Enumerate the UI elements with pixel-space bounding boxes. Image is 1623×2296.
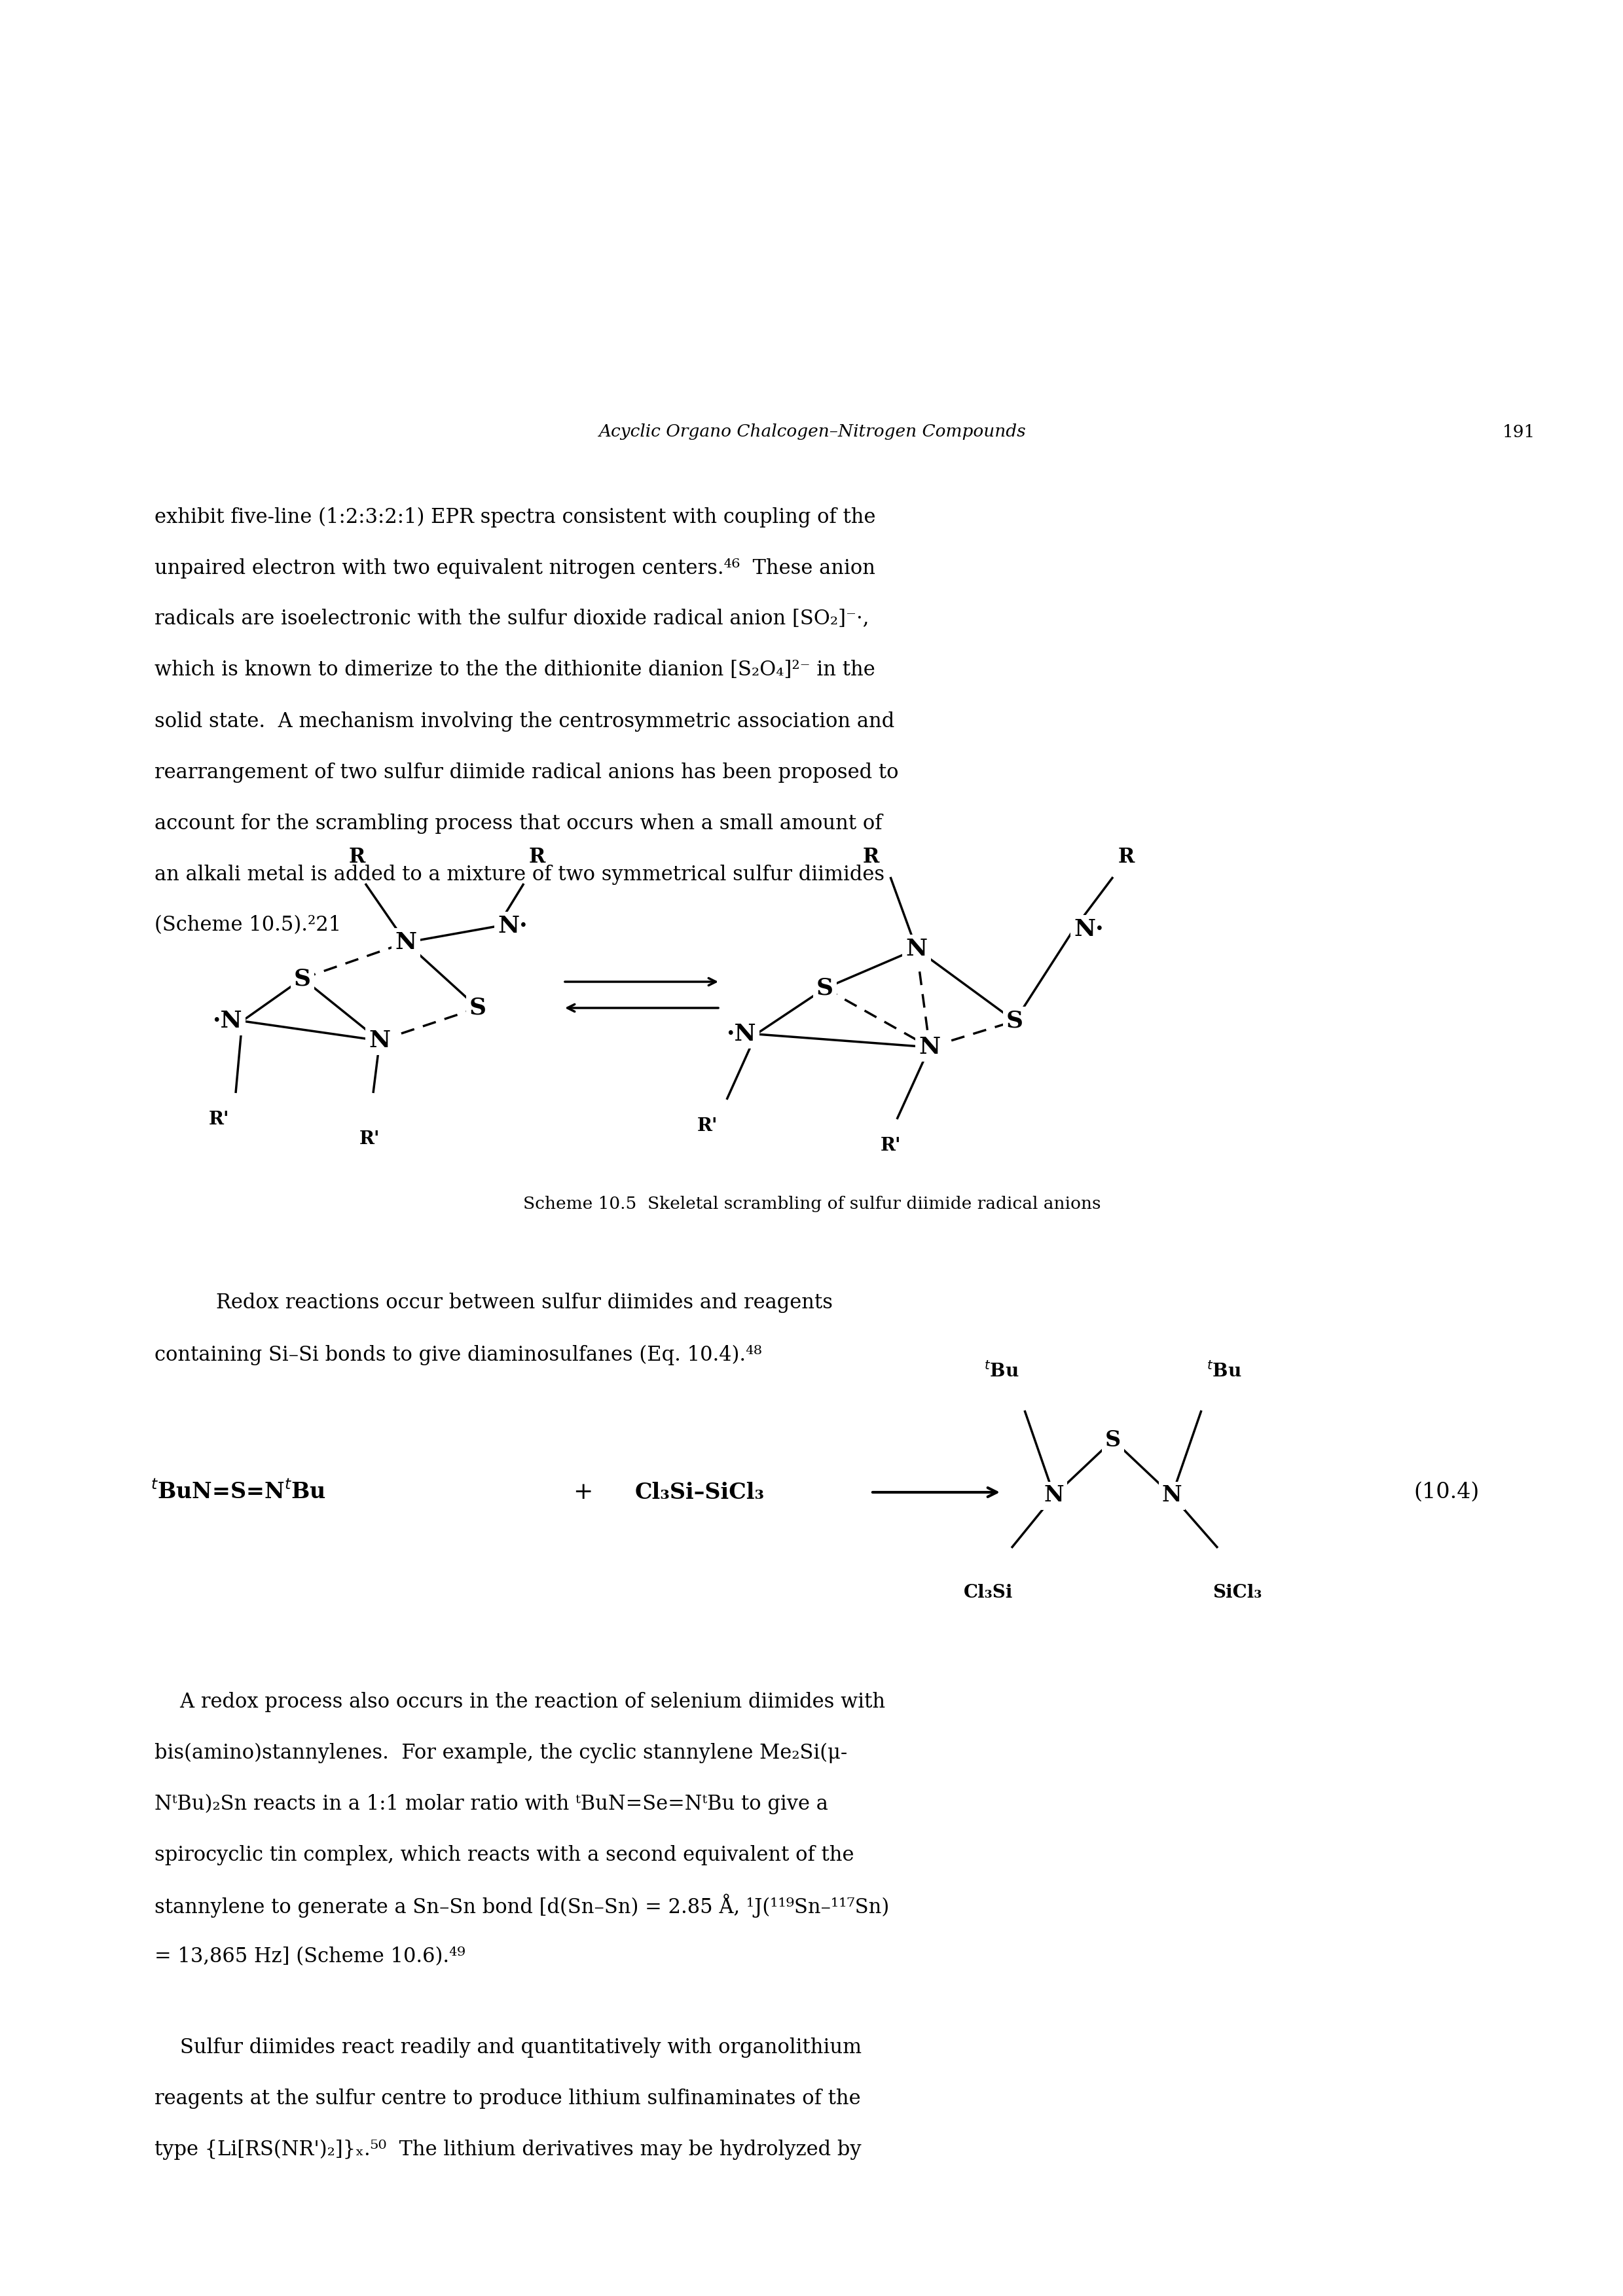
- Text: (Scheme 10.5).²21: (Scheme 10.5).²21: [154, 916, 341, 934]
- Text: R': R': [880, 1137, 901, 1155]
- Text: $^t$BuN=S=N$^t$Bu: $^t$BuN=S=N$^t$Bu: [151, 1481, 326, 1504]
- Text: bis(amino)stannylenes.  For example, the cyclic stannylene Me₂Si(μ-: bis(amino)stannylenes. For example, the …: [154, 1743, 847, 1763]
- Text: N: N: [368, 1029, 391, 1052]
- Text: account for the scrambling process that occurs when a small amount of: account for the scrambling process that …: [154, 813, 883, 833]
- Text: S: S: [1105, 1428, 1121, 1451]
- Text: A redox process also occurs in the reaction of selenium diimides with: A redox process also occurs in the react…: [154, 1692, 885, 1713]
- Text: Cl₃Si–SiCl₃: Cl₃Si–SiCl₃: [635, 1481, 764, 1504]
- Text: N: N: [906, 937, 927, 960]
- Text: Scheme 10.5  Skeletal scrambling of sulfur diimide radical anions: Scheme 10.5 Skeletal scrambling of sulfu…: [523, 1196, 1100, 1212]
- Text: N: N: [1162, 1486, 1182, 1506]
- Text: R': R': [209, 1111, 229, 1127]
- Text: radicals are isoelectronic with the sulfur dioxide radical anion [SO₂]⁻·,: radicals are isoelectronic with the sulf…: [154, 608, 868, 629]
- Text: Sulfur diimides react readily and quantitatively with organolithium: Sulfur diimides react readily and quanti…: [154, 2037, 862, 2057]
- Text: N·: N·: [498, 916, 527, 937]
- Text: ·N: ·N: [213, 1010, 242, 1033]
- Text: reagents at the sulfur centre to produce lithium sulfinaminates of the: reagents at the sulfur centre to produce…: [154, 2087, 860, 2108]
- Text: ·N: ·N: [727, 1024, 756, 1045]
- Text: (10.4): (10.4): [1414, 1481, 1480, 1504]
- Text: rearrangement of two sulfur diimide radical anions has been proposed to: rearrangement of two sulfur diimide radi…: [154, 762, 899, 783]
- Text: exhibit five-line (1:2:3:2:1) EPR spectra consistent with coupling of the: exhibit five-line (1:2:3:2:1) EPR spectr…: [154, 507, 876, 528]
- Text: R': R': [360, 1130, 380, 1148]
- Text: $^t$Bu: $^t$Bu: [984, 1362, 1019, 1380]
- Text: spirocyclic tin complex, which reacts with a second equivalent of the: spirocyclic tin complex, which reacts wi…: [154, 1844, 854, 1864]
- Text: Redox reactions occur between sulfur diimides and reagents: Redox reactions occur between sulfur dii…: [190, 1293, 833, 1313]
- Text: S: S: [816, 978, 834, 999]
- Text: containing Si–Si bonds to give diaminosulfanes (Eq. 10.4).⁴⁸: containing Si–Si bonds to give diaminosu…: [154, 1345, 761, 1366]
- Text: R: R: [529, 847, 545, 868]
- Text: which is known to dimerize to the the dithionite dianion [S₂O₄]²⁻ in the: which is known to dimerize to the the di…: [154, 659, 875, 680]
- Text: R': R': [696, 1116, 717, 1134]
- Text: N: N: [919, 1035, 940, 1058]
- Text: an alkali metal is added to a mixture of two symmetrical sulfur diimides: an alkali metal is added to a mixture of…: [154, 863, 885, 884]
- Text: 191: 191: [1503, 425, 1535, 441]
- Text: $^t$Bu: $^t$Bu: [1208, 1362, 1242, 1380]
- Text: S: S: [469, 996, 487, 1019]
- Text: R: R: [862, 847, 880, 868]
- Text: = 13,865 Hz] (Scheme 10.6).⁴⁹: = 13,865 Hz] (Scheme 10.6).⁴⁹: [154, 1947, 466, 1968]
- Text: stannylene to generate a Sn–Sn bond [d(Sn–Sn) = 2.85 Å, ¹J(¹¹⁹Sn–¹¹⁷Sn): stannylene to generate a Sn–Sn bond [d(S…: [154, 1894, 889, 1917]
- Text: S: S: [294, 967, 312, 990]
- Text: unpaired electron with two equivalent nitrogen centers.⁴⁶  These anion: unpaired electron with two equivalent ni…: [154, 558, 875, 579]
- Text: NᵗBu)₂Sn reacts in a 1:1 molar ratio with ᵗBuN=Se=NᵗBu to give a: NᵗBu)₂Sn reacts in a 1:1 molar ratio wit…: [154, 1793, 828, 1814]
- Text: solid state.  A mechanism involving the centrosymmetric association and: solid state. A mechanism involving the c…: [154, 712, 894, 732]
- Text: +: +: [573, 1481, 592, 1504]
- Text: N·: N·: [1074, 918, 1104, 941]
- Text: SiCl₃: SiCl₃: [1212, 1584, 1263, 1603]
- Text: type {Li[RS(NR')₂]}ₓ.⁵⁰  The lithium derivatives may be hydrolyzed by: type {Li[RS(NR')₂]}ₓ.⁵⁰ The lithium deri…: [154, 2140, 862, 2161]
- Text: N: N: [1044, 1486, 1065, 1506]
- Text: Acyclic Organo Chalcogen–Nitrogen Compounds: Acyclic Organo Chalcogen–Nitrogen Compou…: [599, 425, 1026, 441]
- Text: R: R: [1118, 847, 1134, 868]
- Text: Cl₃Si: Cl₃Si: [964, 1584, 1013, 1603]
- Text: R: R: [349, 847, 365, 868]
- Text: S: S: [1006, 1010, 1022, 1033]
- Text: N: N: [394, 932, 417, 953]
